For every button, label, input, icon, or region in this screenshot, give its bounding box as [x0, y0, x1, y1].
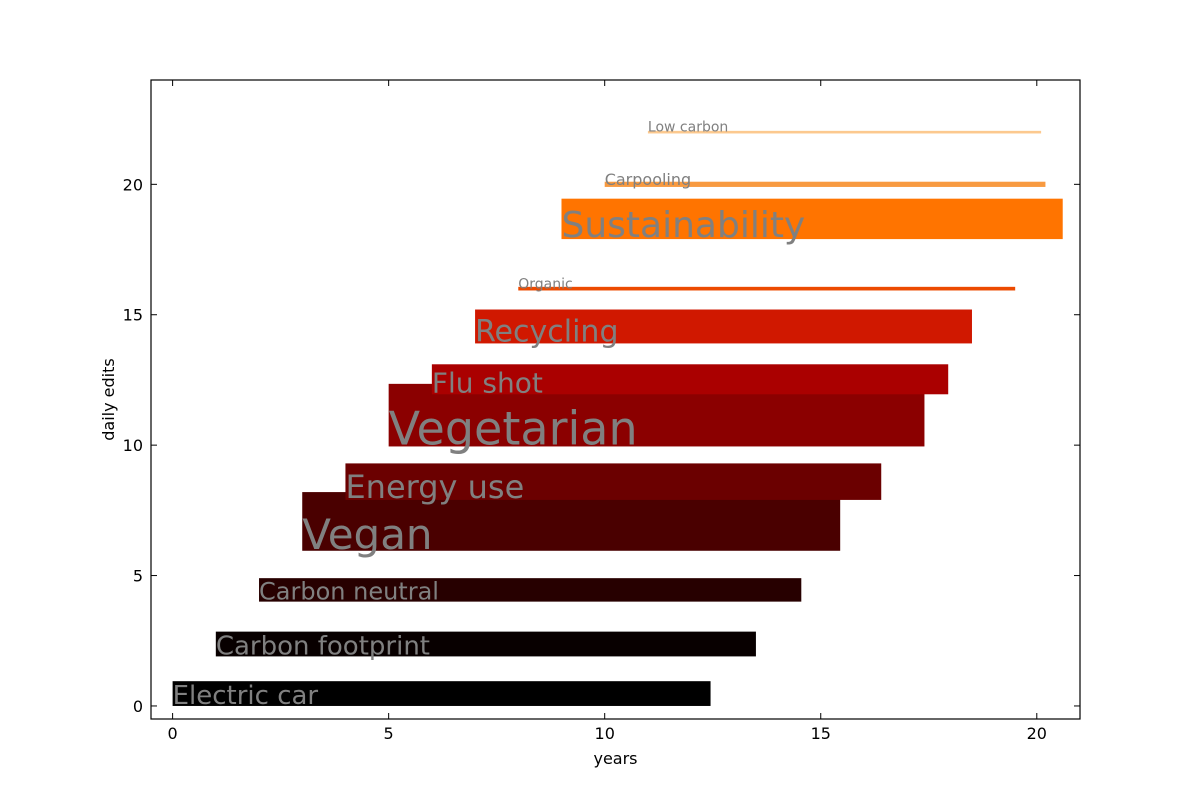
- bars-layer: [172, 130, 1063, 706]
- x-tick-label: 15: [811, 724, 831, 743]
- bar-label-vegetarian: Vegetarian: [389, 401, 638, 455]
- x-tick-label: 5: [384, 724, 394, 743]
- bar-energy-use: [345, 463, 882, 500]
- bar-organic: [518, 286, 1016, 291]
- x-tick-label: 0: [168, 724, 178, 743]
- bar-label-electric-car: Electric car: [173, 681, 319, 711]
- bar-carpooling: [604, 181, 1046, 187]
- bar-low-carbon: [647, 130, 1042, 134]
- bar-label-carbon-neutral: Carbon neutral: [259, 578, 439, 606]
- ticks-layer: 0 5 10 15 20 0 5 10 15 20: [123, 80, 1080, 743]
- bar-label-recycling: Recycling: [475, 314, 618, 349]
- bar-electric-car: [172, 681, 711, 706]
- bar-sustainability: [561, 198, 1063, 240]
- bar-labels-layer: Electric car Carbon footprint Carbon neutr…: [173, 119, 806, 710]
- y-tick-label: 20: [123, 175, 143, 194]
- x-tick-label: 10: [595, 724, 615, 743]
- y-tick-label: 5: [133, 567, 143, 586]
- bar-label-carbon-footprint: Carbon footprint: [216, 631, 430, 661]
- plot-area-frame: [150, 79, 1081, 720]
- bar-carbon-neutral: [259, 578, 802, 602]
- y-axis-label: daily edits: [99, 358, 118, 440]
- y-tick-label: 10: [123, 436, 143, 455]
- bar-label-low-carbon: Low carbon: [648, 119, 728, 135]
- bar-flu-shot: [431, 364, 949, 395]
- bar-label-carpooling: Carpooling: [605, 170, 691, 189]
- bar-label-energy-use: Energy use: [345, 468, 524, 506]
- y-tick-label: 0: [133, 697, 143, 716]
- x-axis-label: years: [593, 749, 637, 768]
- bar-label-vegan: Vegan: [302, 510, 432, 559]
- bar-label-organic: Organic: [518, 276, 572, 292]
- bar-vegan: [302, 492, 841, 551]
- bar-label-sustainability: Sustainability: [561, 205, 805, 246]
- bar-recycling: [475, 309, 972, 344]
- y-tick-label: 15: [123, 306, 143, 325]
- bar-carbon-footprint: [215, 631, 756, 657]
- x-tick-label: 20: [1027, 724, 1047, 743]
- bar-label-flu-shot: Flu shot: [432, 366, 543, 399]
